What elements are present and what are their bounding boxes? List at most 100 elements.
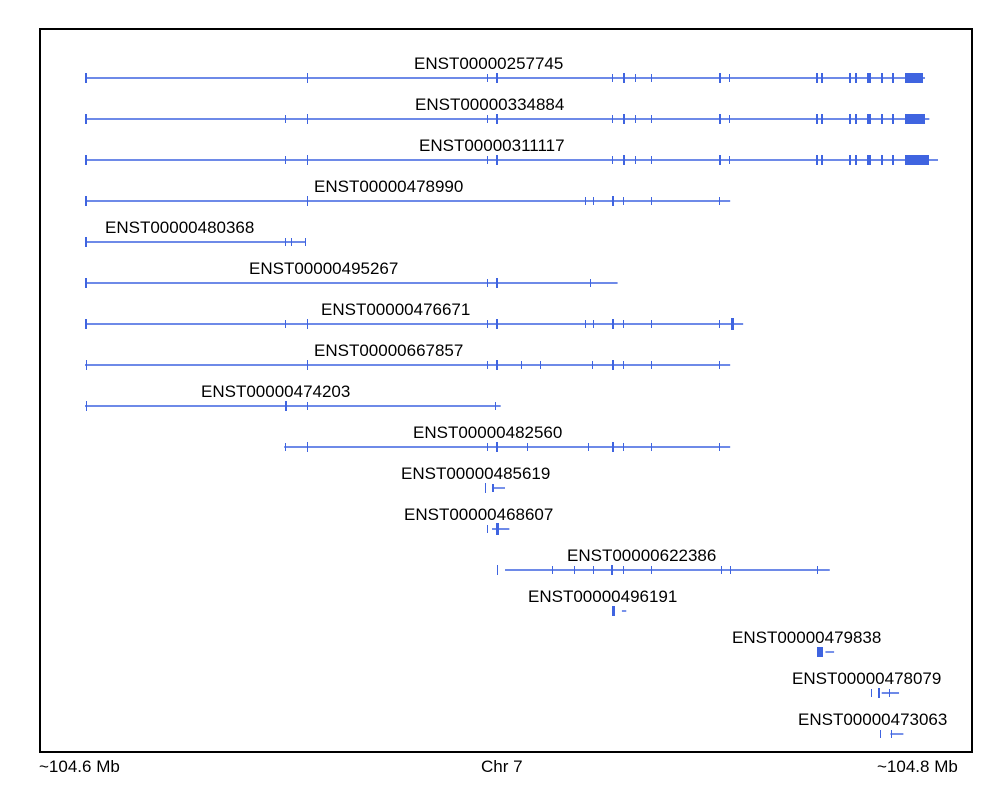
transcript-ENST00000473063[interactable]: ENST00000473063 (798, 710, 947, 738)
exon-block (821, 73, 823, 83)
exon-block (496, 523, 499, 535)
exon-block (719, 73, 721, 83)
chromosome-label: Chr 7 (481, 757, 523, 776)
exon-block (611, 565, 613, 575)
transcript-label: ENST00000468607 (404, 505, 553, 524)
exon-block (307, 155, 308, 165)
exon-block (285, 156, 286, 164)
exon-block (651, 443, 652, 451)
transcript-label: ENST00000476671 (321, 300, 470, 319)
exon-block (719, 361, 720, 369)
exon-block (821, 155, 823, 165)
exon-block (285, 443, 286, 451)
exon-block (892, 114, 894, 124)
transcript-ENST00000311117[interactable]: ENST00000311117 (85, 136, 939, 165)
exon-block (291, 238, 292, 246)
exon-block (85, 73, 87, 83)
exon-block (285, 320, 286, 328)
transcript-tracks: ENST00000257745 ENST00000334884 ENST000003… (85, 54, 947, 738)
transcript-ENST00000496191[interactable]: ENST00000496191 (528, 587, 677, 616)
exon-block (592, 361, 593, 369)
transcript-label: ENST00000622386 (567, 546, 716, 565)
exon-block (496, 360, 498, 370)
exon-block (855, 73, 857, 83)
exon-block (307, 319, 308, 329)
exon-block (623, 73, 625, 83)
transcript-ENST00000495267[interactable]: ENST00000495267 (85, 259, 618, 288)
exon-block (590, 279, 591, 287)
exon-block (867, 155, 871, 165)
exon-block (540, 361, 541, 369)
exon-block (496, 155, 498, 165)
exon-block (729, 156, 730, 164)
transcript-ENST00000476671[interactable]: ENST00000476671 (85, 300, 744, 330)
exon-block (891, 730, 892, 738)
transcript-ENST00000667857[interactable]: ENST00000667857 (85, 341, 731, 370)
transcript-ENST00000479838[interactable]: ENST00000479838 (732, 628, 881, 657)
transcript-ENST00000485619[interactable]: ENST00000485619 (401, 464, 550, 493)
transcript-label: ENST00000479838 (732, 628, 881, 647)
exon-block (849, 73, 851, 83)
transcript-ENST00000478079[interactable]: ENST00000478079 (792, 669, 941, 698)
exon-block (623, 566, 624, 574)
exon-block (612, 156, 613, 164)
exon-block (867, 114, 871, 124)
exon-block (651, 566, 652, 574)
transcript-label: ENST00000478079 (792, 669, 941, 688)
exon-block (623, 197, 624, 205)
exon-block (307, 114, 308, 124)
exon-block (651, 115, 652, 123)
transcript-label: ENST00000495267 (249, 259, 398, 278)
transcript-ENST00000478990[interactable]: ENST00000478990 (85, 177, 731, 206)
exon-block (487, 156, 488, 164)
exon-block (85, 196, 87, 206)
exon-block (307, 402, 308, 410)
exon-block (527, 443, 528, 451)
axis-end-label: ~104.8 Mb (877, 757, 958, 776)
transcript-ENST00000480368[interactable]: ENST00000480368 (85, 218, 306, 247)
transcript-ENST00000622386[interactable]: ENST00000622386 (497, 546, 830, 575)
exon-block (593, 566, 594, 574)
exon-block (612, 115, 613, 123)
exon-block (623, 320, 624, 328)
exon-block (612, 74, 613, 82)
exon-block (585, 320, 586, 328)
transcript-label: ENST00000667857 (314, 341, 463, 360)
exon-block (905, 114, 925, 124)
exon-block (623, 361, 624, 369)
transcript-ENST00000257745[interactable]: ENST00000257745 (85, 54, 926, 83)
exon-block (878, 688, 880, 698)
exon-block (285, 401, 287, 411)
exon-block (487, 361, 488, 369)
axis-start-label: ~104.6 Mb (39, 757, 120, 776)
exon-block (492, 484, 494, 492)
transcript-label: ENST00000473063 (798, 710, 947, 729)
exon-block (574, 566, 575, 574)
exon-block (880, 730, 881, 738)
exon-block (612, 606, 615, 616)
exon-block (496, 114, 498, 124)
exon-block (487, 443, 488, 451)
exon-block (719, 443, 720, 451)
exon-block (612, 442, 614, 452)
transcript-label: ENST00000496191 (528, 587, 677, 606)
exon-block (487, 74, 488, 82)
exon-block (497, 565, 498, 575)
exon-block (487, 320, 488, 328)
exon-block (892, 73, 894, 83)
transcript-ENST00000468607[interactable]: ENST00000468607 (404, 505, 553, 535)
exon-block (635, 115, 636, 123)
exon-block (585, 197, 586, 205)
transcript-ENST00000334884[interactable]: ENST00000334884 (85, 95, 930, 124)
transcript-label: ENST00000478990 (314, 177, 463, 196)
exon-block (285, 115, 286, 123)
exon-block (719, 197, 720, 205)
exon-block (855, 155, 857, 165)
transcript-label: ENST00000482560 (413, 423, 562, 442)
transcript-ENST00000474203[interactable]: ENST00000474203 (85, 382, 501, 411)
transcript-ENST00000482560[interactable]: ENST00000482560 (284, 423, 731, 452)
exon-block (496, 73, 498, 83)
exon-block (487, 279, 488, 287)
exon-block (85, 319, 87, 329)
gene-track-panel: ENST00000257745 ENST00000334884 ENST000003… (39, 28, 973, 753)
